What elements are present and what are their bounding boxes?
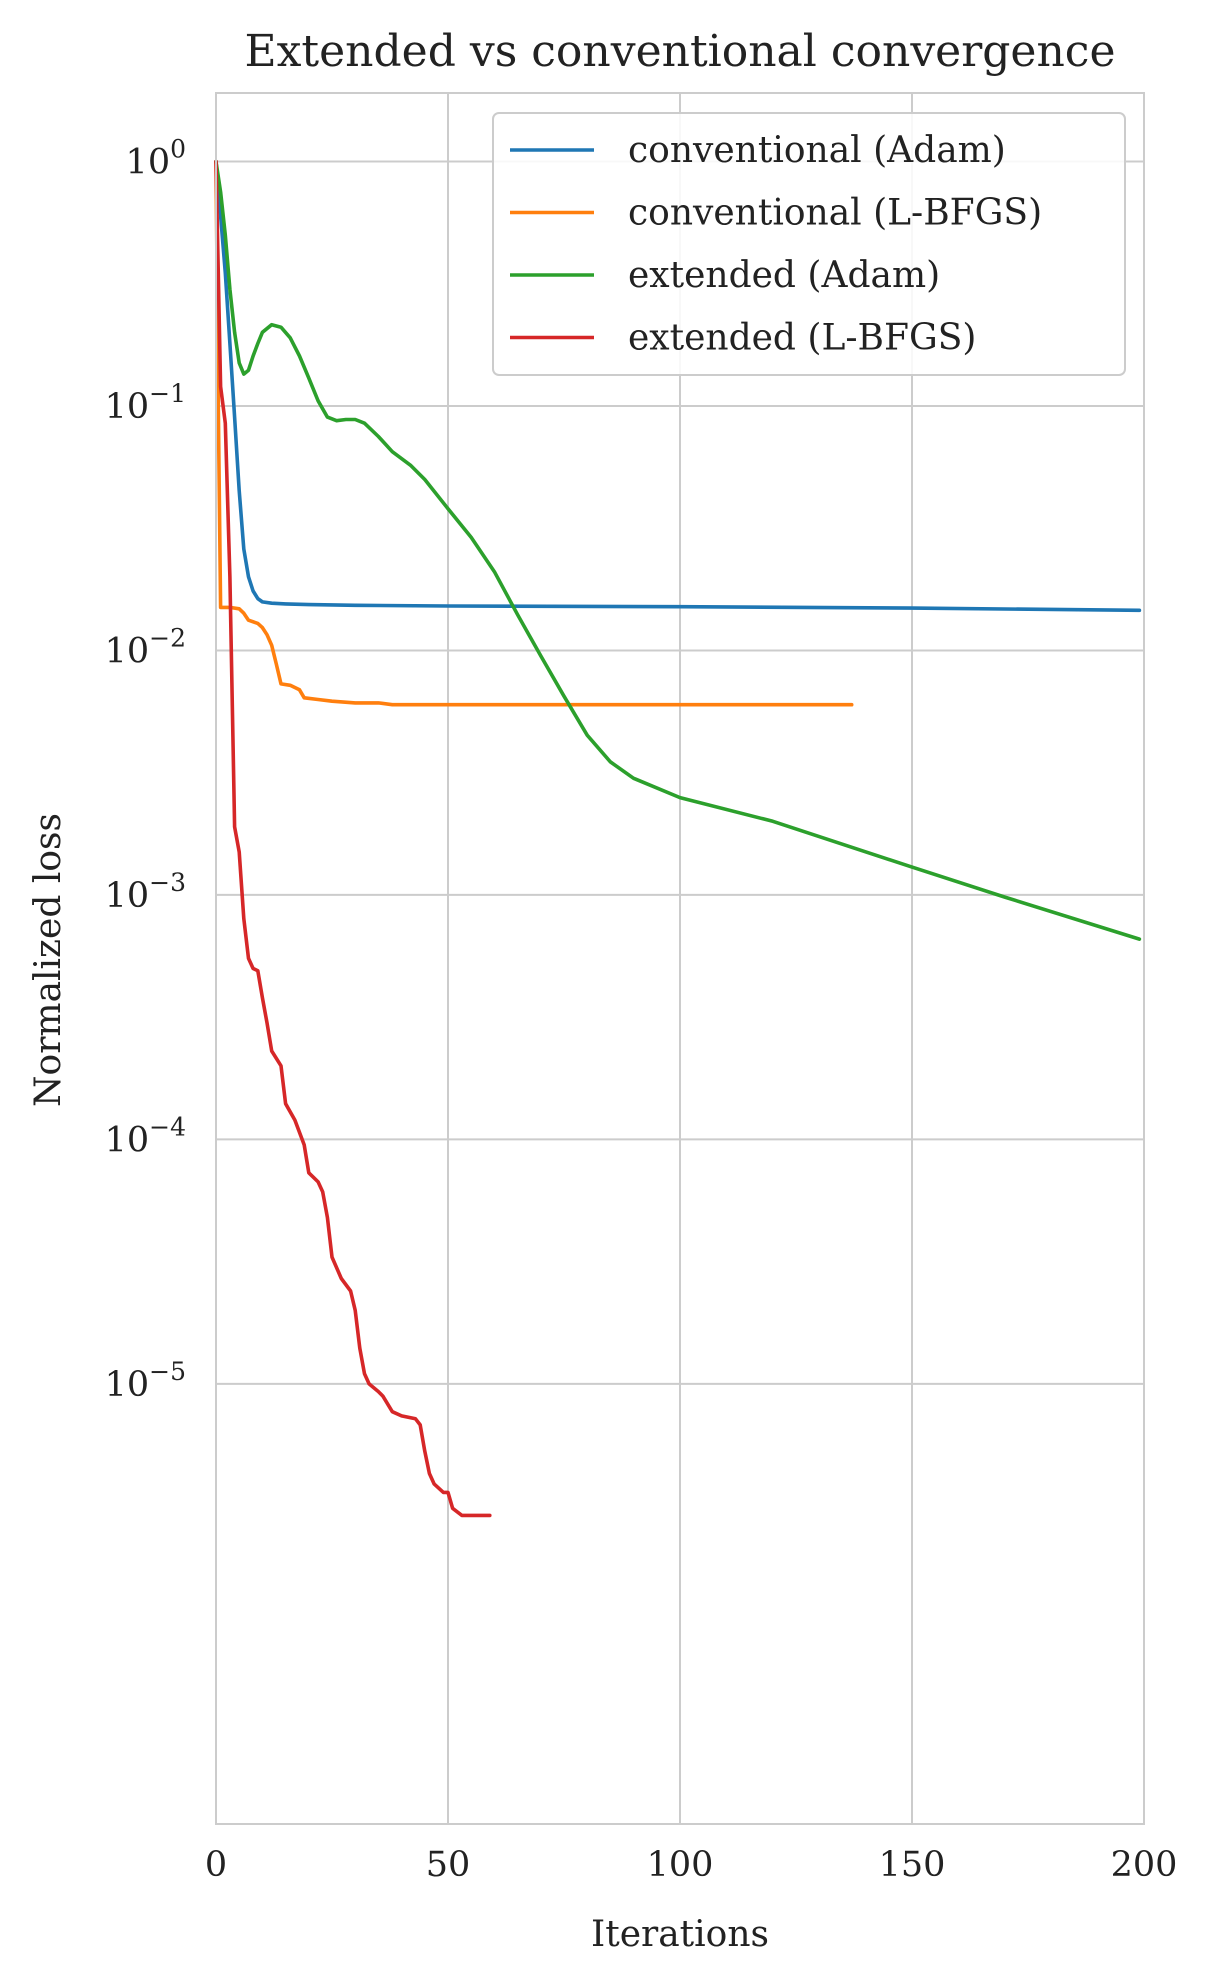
x-tick-label: 150 (879, 1845, 946, 1885)
y-tick-labels: 100 10−1 10−2 10−3 10−4 10−5 (105, 134, 186, 1404)
series-line-2 (214, 159, 1142, 941)
legend-box (492, 112, 1126, 376)
series-group (214, 159, 1142, 1518)
series-line-0 (214, 159, 1142, 613)
legend-label-0: conventional (Adam) (628, 130, 1006, 171)
x-tick-label: 100 (647, 1845, 714, 1885)
y-tick-label: 10−4 (105, 1112, 186, 1160)
x-tick-label: 50 (426, 1845, 471, 1885)
y-axis-title: Normalized loss (28, 813, 69, 1107)
series-line-1 (214, 159, 854, 707)
y-tick-label: 10−5 (105, 1357, 186, 1405)
y-tick-label: 100 (126, 134, 186, 182)
x-tick-label: 0 (205, 1845, 227, 1885)
x-axis-title: Iterations (591, 1914, 769, 1955)
legend: conventional (Adam) conventional (L-BFGS)… (492, 112, 1126, 376)
legend-label-2: extended (Adam) (628, 255, 940, 296)
y-tick-label: 10−1 (105, 379, 186, 427)
plot-frame (215, 92, 1145, 1825)
y-tick-label: 10−2 (105, 623, 186, 671)
chart-title: Extended vs conventional convergence (245, 26, 1116, 77)
series-line-3 (214, 159, 492, 1518)
legend-label-1: conventional (L-BFGS) (628, 193, 1042, 234)
y-tick-label: 10−3 (105, 868, 186, 916)
x-tick-label: 200 (1111, 1845, 1178, 1885)
x-tick-labels: 0 50 100 150 200 (205, 1845, 1178, 1885)
legend-label-3: extended (L-BFGS) (628, 318, 976, 359)
